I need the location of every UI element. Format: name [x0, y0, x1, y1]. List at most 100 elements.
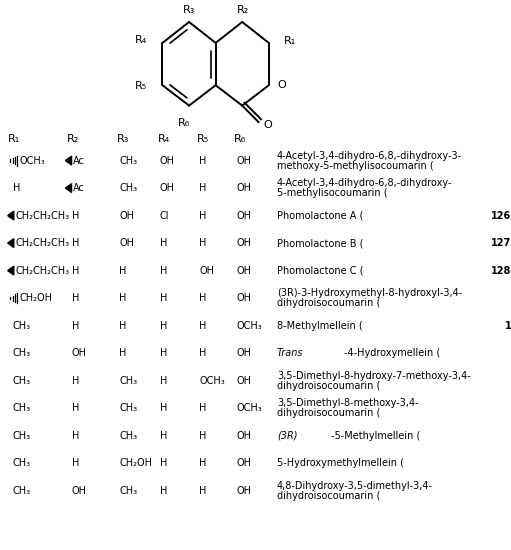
- Text: CH₃: CH₃: [119, 183, 137, 193]
- Text: 126: 126: [491, 211, 511, 221]
- Text: 5-methylisocoumarin (: 5-methylisocoumarin (: [277, 188, 387, 198]
- Text: Phomolactone B (: Phomolactone B (: [277, 238, 363, 248]
- Text: H: H: [72, 458, 79, 468]
- Text: OH: OH: [72, 348, 86, 358]
- Text: -4-Hydroxymellein (: -4-Hydroxymellein (: [344, 348, 440, 358]
- Text: CH₃: CH₃: [13, 403, 31, 413]
- Text: R₆: R₆: [234, 134, 246, 144]
- Text: H: H: [72, 293, 79, 303]
- Text: 4-Acetyl-3,4-dihydro-6,8,-dihydroxy-3-: 4-Acetyl-3,4-dihydro-6,8,-dihydroxy-3-: [277, 151, 462, 161]
- Text: Trans: Trans: [277, 348, 304, 358]
- Polygon shape: [65, 184, 72, 192]
- Text: O: O: [264, 120, 272, 130]
- Text: H: H: [199, 321, 206, 331]
- Text: H: H: [160, 486, 167, 496]
- Text: OH: OH: [237, 238, 251, 248]
- Text: H: H: [199, 238, 206, 248]
- Polygon shape: [65, 156, 72, 165]
- Text: (3R)-3-Hydroxymethyl-8-hydroxyl-3,4-: (3R)-3-Hydroxymethyl-8-hydroxyl-3,4-: [277, 288, 462, 298]
- Text: OH: OH: [119, 238, 134, 248]
- Text: H: H: [160, 376, 167, 386]
- Text: OCH₃: OCH₃: [237, 321, 262, 331]
- Text: H: H: [72, 266, 79, 276]
- Text: (3R): (3R): [277, 431, 297, 441]
- Text: CH₃: CH₃: [119, 486, 137, 496]
- Text: CH₃: CH₃: [119, 376, 137, 386]
- Text: H: H: [119, 348, 126, 358]
- Text: H: H: [72, 321, 79, 331]
- Text: OH: OH: [237, 486, 251, 496]
- Text: R₂: R₂: [66, 134, 79, 144]
- Text: H: H: [119, 266, 126, 276]
- Text: CH₃: CH₃: [13, 348, 31, 358]
- Text: OH: OH: [160, 156, 175, 166]
- Text: 130: 130: [505, 321, 511, 331]
- Polygon shape: [8, 211, 14, 220]
- Text: dihydroisocoumarin (: dihydroisocoumarin (: [277, 408, 380, 418]
- Text: H: H: [199, 211, 206, 221]
- Text: H: H: [72, 238, 79, 248]
- Text: H: H: [119, 293, 126, 303]
- Text: O: O: [277, 80, 286, 90]
- Text: H: H: [72, 211, 79, 221]
- Text: CH₃: CH₃: [13, 376, 31, 386]
- Text: OCH₃: OCH₃: [19, 156, 45, 166]
- Text: OH: OH: [72, 486, 86, 496]
- Text: dihydroisocoumarin (: dihydroisocoumarin (: [277, 491, 380, 501]
- Text: OH: OH: [237, 266, 251, 276]
- Text: OH: OH: [199, 266, 214, 276]
- Text: Cl: Cl: [160, 211, 170, 221]
- Text: OH: OH: [237, 458, 251, 468]
- Text: H: H: [199, 403, 206, 413]
- Text: H: H: [199, 183, 206, 193]
- Text: OH: OH: [237, 348, 251, 358]
- Text: CH₃: CH₃: [119, 431, 137, 441]
- Text: H: H: [72, 431, 79, 441]
- Text: H: H: [160, 266, 167, 276]
- Text: H: H: [199, 348, 206, 358]
- Text: methoxy-5-methylisocoumarin (: methoxy-5-methylisocoumarin (: [277, 161, 434, 170]
- Text: H: H: [160, 321, 167, 331]
- Text: CH₃: CH₃: [119, 403, 137, 413]
- Text: H: H: [160, 458, 167, 468]
- Text: 8-Methylmellein (: 8-Methylmellein (: [277, 321, 363, 331]
- Text: R₃: R₃: [117, 134, 129, 144]
- Text: R₂: R₂: [237, 5, 249, 15]
- Text: Ac: Ac: [73, 183, 85, 193]
- Text: OH: OH: [237, 156, 251, 166]
- Text: H: H: [199, 458, 206, 468]
- Text: R₁: R₁: [284, 36, 296, 46]
- Text: R₅: R₅: [197, 134, 209, 144]
- Text: R₃: R₃: [183, 5, 195, 15]
- Text: H: H: [160, 403, 167, 413]
- Text: OCH₃: OCH₃: [237, 403, 262, 413]
- Text: R₄: R₄: [157, 134, 170, 144]
- Text: 5-Hydroxymethylmellein (: 5-Hydroxymethylmellein (: [277, 458, 404, 468]
- Text: H: H: [199, 293, 206, 303]
- Text: R₄: R₄: [135, 35, 147, 45]
- Text: H: H: [119, 321, 126, 331]
- Text: H: H: [199, 486, 206, 496]
- Text: -5-Methylmellein (: -5-Methylmellein (: [331, 431, 420, 441]
- Text: OH: OH: [237, 431, 251, 441]
- Text: H: H: [160, 293, 167, 303]
- Text: OH: OH: [237, 183, 251, 193]
- Text: CH₂CH₂CH₃: CH₂CH₂CH₃: [16, 266, 70, 276]
- Text: R₆: R₆: [178, 118, 190, 128]
- Text: H: H: [72, 403, 79, 413]
- Text: H: H: [199, 431, 206, 441]
- Text: R₅: R₅: [135, 81, 147, 91]
- Text: H: H: [160, 348, 167, 358]
- Text: CH₃: CH₃: [119, 156, 137, 166]
- Text: Ac: Ac: [73, 156, 85, 166]
- Text: OH: OH: [160, 183, 175, 193]
- Text: 3,5-Dimethyl-8-hydroxy-7-methoxy-3,4-: 3,5-Dimethyl-8-hydroxy-7-methoxy-3,4-: [277, 371, 471, 381]
- Text: H: H: [13, 183, 20, 193]
- Text: dihydroisocoumarin (: dihydroisocoumarin (: [277, 381, 380, 390]
- Text: Phomolactone C (: Phomolactone C (: [277, 266, 363, 276]
- Text: CH₃: CH₃: [13, 431, 31, 441]
- Text: 3,5-Dimethyl-8-methoxy-3,4-: 3,5-Dimethyl-8-methoxy-3,4-: [277, 398, 419, 408]
- Text: H: H: [199, 156, 206, 166]
- Text: OH: OH: [119, 211, 134, 221]
- Text: 4,8-Dihydroxy-3,5-dimethyl-3,4-: 4,8-Dihydroxy-3,5-dimethyl-3,4-: [277, 481, 433, 491]
